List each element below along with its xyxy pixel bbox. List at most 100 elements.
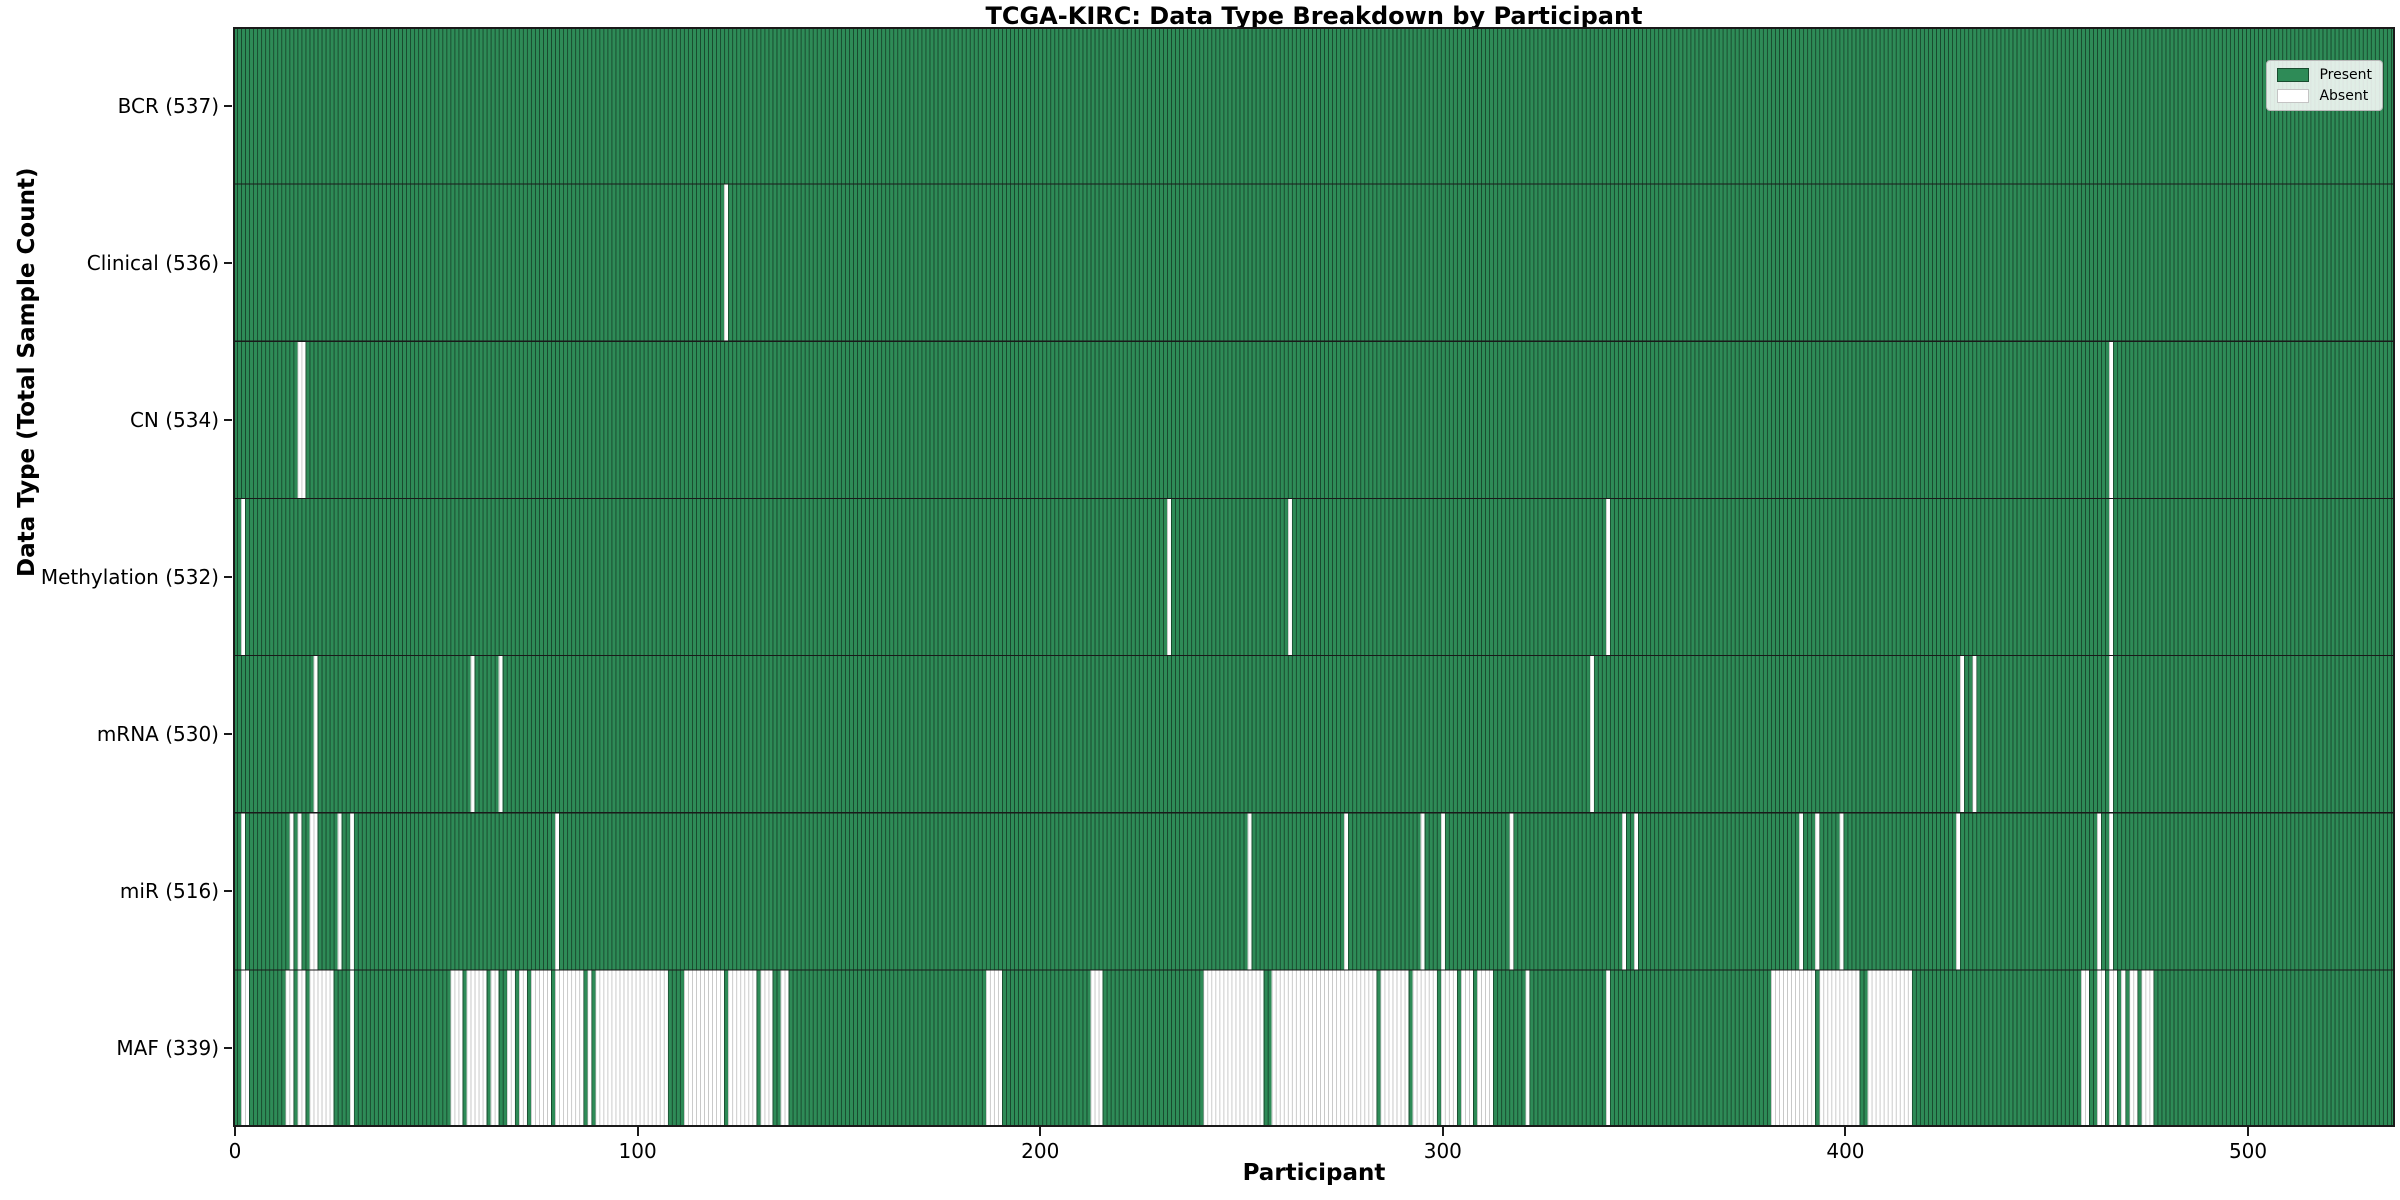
y-tick-label-mRNA: mRNA (530) xyxy=(96,722,219,747)
row-MAF-absent xyxy=(1440,969,1457,1127)
row-miR-absent xyxy=(1634,812,1639,970)
x-tick-mark xyxy=(234,1127,236,1136)
row-MAF-absent xyxy=(1867,969,1912,1127)
row-mRNA-absent xyxy=(1972,655,1977,813)
y-tick-label-miR: miR (516) xyxy=(119,879,219,904)
row-MAF-absent xyxy=(1412,969,1437,1127)
row-MAF-absent xyxy=(1380,969,1409,1127)
row-miR-absent xyxy=(1839,812,1844,970)
y-tick-label-CN: CN (534) xyxy=(129,407,219,432)
row-MAF-absent xyxy=(518,969,527,1127)
row-MAF-absent xyxy=(285,969,294,1127)
row-MAF-absent xyxy=(2109,969,2118,1127)
plot-area: Present Absent xyxy=(233,27,2395,1127)
row-miR-absent xyxy=(309,812,318,970)
presence-heatmap xyxy=(233,27,2395,1127)
y-tick-label-BCR: BCR (537) xyxy=(117,93,219,118)
x-tick-mark xyxy=(1039,1127,1042,1136)
row-mRNA-absent xyxy=(470,655,475,813)
y-tick-mark xyxy=(224,1047,232,1050)
legend-label-present: Present xyxy=(2319,67,2372,83)
x-tick-label-100: 100 xyxy=(618,1139,657,1163)
x-tick-label-200: 200 xyxy=(1021,1139,1060,1163)
row-MAF-absent xyxy=(450,969,463,1127)
row-MAF-absent xyxy=(309,969,334,1127)
row-MAF-absent xyxy=(530,969,552,1127)
row-miR-present xyxy=(233,812,2395,970)
row-MAF-absent xyxy=(1525,969,1530,1127)
row-Methylation-absent xyxy=(1167,498,1172,656)
row-Methylation-absent xyxy=(241,498,246,656)
x-tick-mark xyxy=(1441,1127,1444,1136)
row-MAF-absent xyxy=(595,969,668,1127)
row-MAF-absent xyxy=(506,969,515,1127)
row-MAF-absent xyxy=(985,969,1002,1127)
row-MAF-absent xyxy=(2121,969,2126,1127)
row-Methylation-absent xyxy=(1287,498,1292,656)
row-miR-absent xyxy=(1799,812,1804,970)
x-tick-mark xyxy=(636,1127,639,1136)
row-MAF-absent xyxy=(2097,969,2106,1127)
row-mRNA-absent xyxy=(1960,655,1965,813)
row-MAF-absent xyxy=(728,969,757,1127)
row-MAF-absent xyxy=(1460,969,1474,1127)
row-MAF-absent xyxy=(587,969,592,1127)
x-tick-label-400: 400 xyxy=(1826,1139,1865,1163)
row-miR-absent xyxy=(349,812,354,970)
y-tick-mark xyxy=(224,104,232,107)
row-MAF-absent xyxy=(1819,969,1860,1127)
row-miR-absent xyxy=(337,812,342,970)
row-miR-absent xyxy=(241,812,246,970)
row-MAF-absent xyxy=(490,969,499,1127)
row-miR-absent xyxy=(1344,812,1349,970)
row-miR-absent xyxy=(1509,812,1514,970)
y-tick-label-MAF: MAF (339) xyxy=(116,1036,219,1061)
x-tick-mark xyxy=(1844,1127,1847,1136)
x-tick-label-500: 500 xyxy=(2228,1139,2268,1163)
row-MAF-absent xyxy=(1203,969,1264,1127)
row-miR-absent xyxy=(555,812,560,970)
x-tick-label-0: 0 xyxy=(228,1139,242,1163)
row-CN-absent xyxy=(2109,341,2114,499)
legend-label-absent: Absent xyxy=(2319,88,2369,104)
row-mRNA-absent xyxy=(1589,655,1594,813)
row-MAF-absent xyxy=(2080,969,2090,1127)
y-tick-label-Methylation: Methylation (532) xyxy=(40,565,219,589)
row-Methylation-absent xyxy=(2109,498,2114,656)
row-BCR-present xyxy=(233,27,2395,185)
row-mRNA-absent xyxy=(498,655,503,813)
x-axis-title: Participant xyxy=(1242,1160,1386,1186)
row-MAF-absent xyxy=(241,969,250,1127)
row-Methylation-present xyxy=(233,498,2395,656)
legend-swatch-absent xyxy=(2277,89,2310,103)
row-MAF-absent xyxy=(683,969,725,1127)
row-MAF-absent xyxy=(1770,969,1816,1127)
legend: Present Absent xyxy=(2266,60,2383,111)
legend-item-absent: Absent xyxy=(2277,89,2372,103)
row-mRNA-present xyxy=(233,655,2395,813)
y-tick-mark xyxy=(224,733,232,736)
row-MAF-absent xyxy=(2129,969,2138,1127)
chart-title: TCGA-KIRC: Data Type Breakdown by Partic… xyxy=(985,2,1643,30)
row-miR-absent xyxy=(1247,812,1252,970)
row-miR-absent xyxy=(1815,812,1820,970)
y-tick-mark xyxy=(224,890,232,893)
y-tick-label-Clinical: Clinical (536) xyxy=(86,250,219,275)
row-MAF-absent xyxy=(466,969,487,1127)
legend-item-present: Present xyxy=(2277,68,2372,82)
y-tick-mark xyxy=(224,418,232,421)
row-miR-absent xyxy=(289,812,294,970)
y-tick-mark xyxy=(224,261,232,264)
row-MAF-absent xyxy=(1477,969,1494,1127)
y-tick-mark xyxy=(224,576,232,578)
row-MAF-absent xyxy=(349,969,354,1127)
row-miR-absent xyxy=(1420,812,1425,970)
x-tick-mark xyxy=(2247,1127,2250,1136)
row-CN-absent xyxy=(297,341,306,499)
row-Clinical-present xyxy=(233,184,2395,342)
row-MAF-absent xyxy=(1090,969,1103,1127)
row-CN-present xyxy=(233,341,2395,499)
row-mRNA-absent xyxy=(313,655,318,813)
legend-swatch-present xyxy=(2277,68,2310,82)
